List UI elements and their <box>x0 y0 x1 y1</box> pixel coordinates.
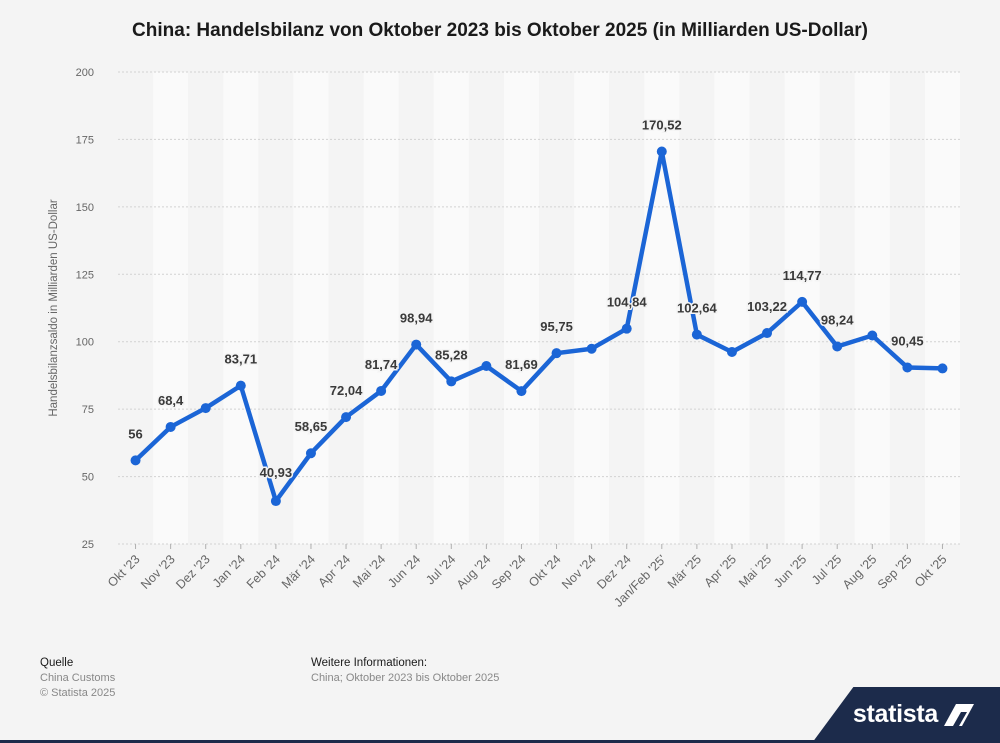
y-tick-label: 75 <box>82 404 94 416</box>
data-label: 56 <box>128 426 142 441</box>
x-tick-label: Okt '23 <box>105 552 143 590</box>
column-band <box>644 72 680 544</box>
x-tick-label: Apr '24 <box>316 552 354 590</box>
series-line <box>133 149 945 504</box>
logo-wordmark: statista <box>852 700 938 728</box>
data-point <box>446 376 457 387</box>
x-tick-label: Jun '25 <box>771 552 809 590</box>
column-band <box>924 72 960 544</box>
x-tick-label: Mai '24 <box>350 552 388 590</box>
data-point <box>270 496 281 507</box>
data-label: 114,77 <box>783 268 822 283</box>
column-band <box>153 72 189 544</box>
column-band <box>293 72 329 544</box>
y-tick-label: 25 <box>82 539 94 551</box>
y-axis-title: Handelsbilanzsaldo in Milliarden US-Doll… <box>48 199 60 416</box>
x-tick-label: Feb '24 <box>244 552 283 591</box>
x-tick-label: Okt '25 <box>912 552 950 590</box>
data-label: 102,64 <box>677 301 718 316</box>
data-label: 98,94 <box>400 311 433 326</box>
data-point <box>411 339 422 350</box>
data-point <box>726 346 737 357</box>
data-label: 95,75 <box>540 319 573 334</box>
data-label: 83,71 <box>225 352 258 367</box>
column-band <box>854 72 890 544</box>
data-point <box>867 330 878 341</box>
x-tick-label: Jan '24 <box>210 552 248 590</box>
y-tick-label: 175 <box>76 134 94 146</box>
source-line: China Customs <box>40 672 116 684</box>
x-tick-label: Dez '23 <box>173 552 213 592</box>
column-band <box>574 72 610 544</box>
x-tick-label: Aug '24 <box>454 552 494 592</box>
data-label: 81,69 <box>505 357 538 372</box>
statista-logo[interactable]: statista <box>812 687 1000 743</box>
column-band <box>433 72 469 544</box>
data-point <box>832 341 843 352</box>
data-label: 58,65 <box>295 419 328 434</box>
data-point <box>305 448 316 459</box>
data-label: 170,52 <box>642 118 682 133</box>
column-band <box>503 72 539 544</box>
data-point <box>691 329 702 340</box>
data-point <box>235 380 246 391</box>
data-point <box>762 328 773 339</box>
data-point <box>902 362 913 373</box>
y-tick-label: 200 <box>76 67 94 79</box>
x-tick-label: Aug '25 <box>840 552 880 592</box>
x-tick-label: Nov '24 <box>559 552 599 592</box>
copyright-line: © Statista 2025 <box>40 687 116 699</box>
y-tick-label: 100 <box>76 337 94 349</box>
statista-logo-icon <box>944 704 974 726</box>
data-point <box>551 348 562 359</box>
data-point <box>586 343 597 354</box>
data-label: 40,93 <box>260 465 293 480</box>
info-heading: Weitere Informationen: <box>311 657 428 669</box>
data-point <box>481 360 492 371</box>
data-point <box>376 385 387 396</box>
data-label: 103,22 <box>747 299 787 314</box>
y-tick-label: 150 <box>76 202 94 214</box>
y-tick-label: 125 <box>76 269 94 281</box>
data-point <box>621 323 632 334</box>
x-tick-label: Sep '24 <box>489 552 529 592</box>
source-heading: Quelle <box>40 657 74 669</box>
x-tick-label: Apr '25 <box>701 552 739 590</box>
data-label: 98,24 <box>821 312 854 327</box>
data-point <box>341 412 352 423</box>
data-label: 68,4 <box>158 393 184 408</box>
y-tick-label: 50 <box>82 472 94 484</box>
x-tick-label: Jun '24 <box>385 552 423 590</box>
info-block: Weitere Informationen: China; Oktober 20… <box>311 656 499 686</box>
data-label: 90,45 <box>891 333 924 348</box>
data-point <box>130 455 141 466</box>
data-point <box>797 296 808 307</box>
column-band <box>784 72 820 544</box>
x-tick-label: Nov '23 <box>138 552 178 592</box>
data-point <box>165 421 176 432</box>
column-band <box>363 72 399 544</box>
column-band <box>223 72 259 544</box>
data-label: 85,28 <box>435 347 468 362</box>
x-tick-label: Mär '25 <box>665 552 704 591</box>
data-label: 104,84 <box>607 295 648 310</box>
data-label: 81,74 <box>365 357 398 372</box>
data-point <box>937 363 948 374</box>
data-point <box>200 403 211 414</box>
chart-title: China: Handelsbilanz von Oktober 2023 bi… <box>132 20 868 41</box>
footer-rule <box>0 740 820 743</box>
source-block: Quelle China Customs © Statista 2025 <box>40 656 115 701</box>
column-band <box>714 72 750 544</box>
info-text: China; Oktober 2023 bis Oktober 2025 <box>311 672 500 684</box>
x-tick-label: Okt '24 <box>526 552 564 590</box>
x-tick-label: Mär '24 <box>279 552 318 591</box>
data-label: 72,04 <box>330 383 363 398</box>
line-chart: 25 50 75 100 125 150 175 200 Handelsbilanzsaldo … <box>48 67 960 610</box>
x-tick-label: Sep '25 <box>875 552 915 592</box>
x-tick-label: Mai '25 <box>736 552 774 590</box>
data-point <box>656 146 667 157</box>
data-point <box>516 386 527 397</box>
